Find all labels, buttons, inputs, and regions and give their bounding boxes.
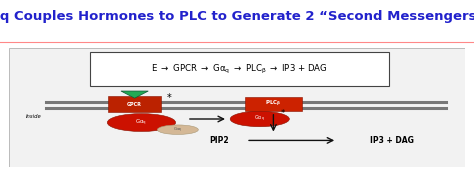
Text: PLC$\mathregular{_\beta}$: PLC$\mathregular{_\beta}$ bbox=[265, 99, 282, 109]
Text: *: * bbox=[166, 93, 171, 103]
Text: E $\rightarrow$ GPCR $\rightarrow$ G$\mathregular{\alpha_{q}}$ $\rightarrow$ PLC: E $\rightarrow$ GPCR $\rightarrow$ G$\ma… bbox=[151, 62, 328, 76]
Polygon shape bbox=[121, 91, 148, 98]
FancyBboxPatch shape bbox=[108, 96, 161, 112]
Text: PIP2: PIP2 bbox=[209, 136, 228, 145]
Text: G$\mathregular{\alpha_q}$: G$\mathregular{\alpha_q}$ bbox=[136, 117, 147, 128]
Ellipse shape bbox=[157, 125, 198, 134]
Text: GPCR: GPCR bbox=[127, 102, 142, 107]
Circle shape bbox=[230, 111, 289, 127]
Text: *: * bbox=[281, 109, 284, 118]
FancyBboxPatch shape bbox=[90, 52, 389, 86]
Text: IP3 + DAG: IP3 + DAG bbox=[370, 136, 414, 145]
FancyBboxPatch shape bbox=[245, 97, 302, 111]
Circle shape bbox=[107, 114, 175, 132]
Text: G$\mathregular{\alpha_q}$: G$\mathregular{\alpha_q}$ bbox=[173, 125, 182, 134]
Text: Gq Couples Hormones to PLC to Generate 2 “Second Messengers”: Gq Couples Hormones to PLC to Generate 2… bbox=[0, 10, 474, 23]
Text: G$\mathregular{\alpha_q}$: G$\mathregular{\alpha_q}$ bbox=[255, 114, 265, 124]
Text: Inside: Inside bbox=[26, 114, 41, 119]
